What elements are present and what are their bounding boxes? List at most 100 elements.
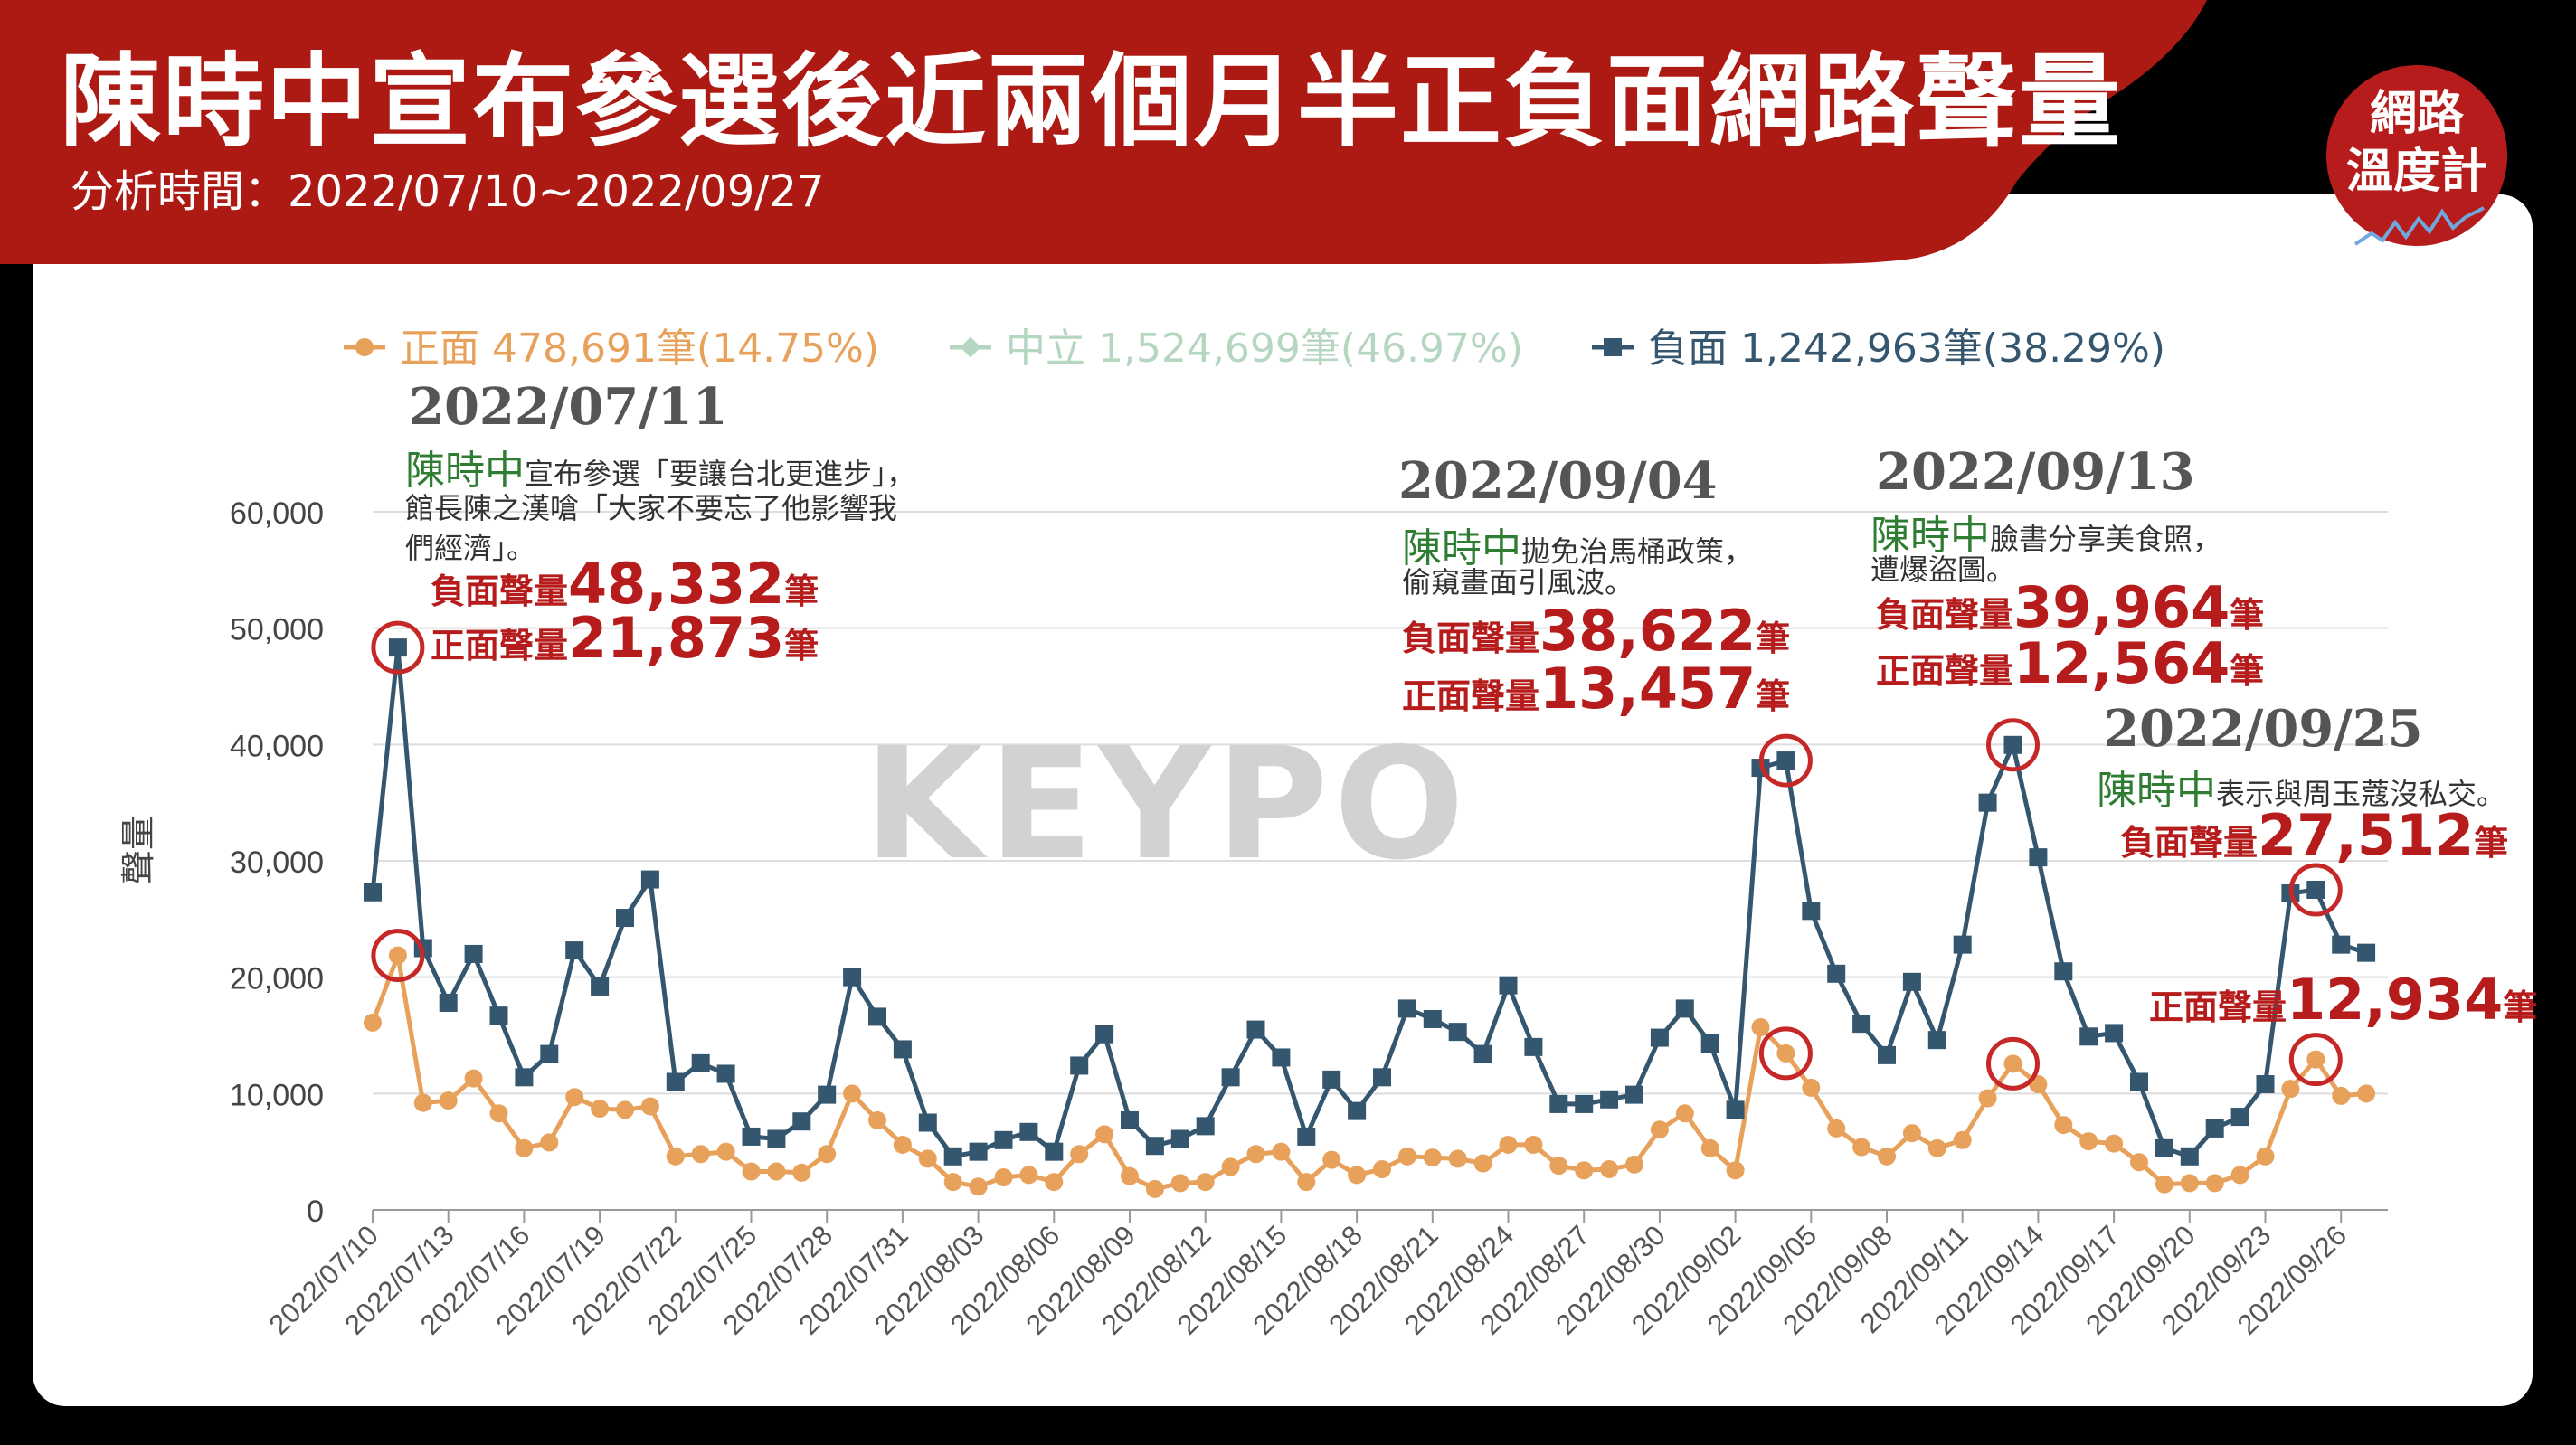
data-point bbox=[464, 944, 483, 963]
data-point bbox=[1473, 1154, 1492, 1173]
person-name: 陳時中 bbox=[1870, 513, 1990, 559]
data-point bbox=[1221, 1068, 1240, 1087]
data-point bbox=[1170, 1129, 1189, 1148]
data-point bbox=[1397, 1147, 1416, 1166]
data-point bbox=[1675, 999, 1694, 1018]
x-tick-labels: 2022/07/102022/07/132022/07/162022/07/19… bbox=[262, 1210, 2353, 1341]
data-point bbox=[1070, 1056, 1089, 1075]
data-point bbox=[2230, 1108, 2249, 1127]
highlight-circle bbox=[371, 929, 425, 983]
person-name: 陳時中 bbox=[2097, 768, 2216, 814]
data-point bbox=[1473, 1044, 1492, 1063]
annotation-text: 陳時中臉書分享美食照， bbox=[1870, 503, 2221, 561]
data-point bbox=[767, 1162, 786, 1181]
highlight-circle bbox=[371, 620, 425, 675]
data-point bbox=[2306, 1050, 2325, 1069]
data-point bbox=[565, 941, 584, 960]
brand-logo-badge bbox=[2326, 65, 2507, 246]
y-tick-label: 30,000 bbox=[230, 845, 324, 880]
data-point bbox=[1978, 1089, 1997, 1108]
annotation-line1: 宣布參選「要讓台北更進步」， bbox=[525, 457, 916, 491]
data-point bbox=[489, 1006, 508, 1025]
grid-lines bbox=[373, 511, 2388, 1211]
data-point bbox=[1322, 1150, 1341, 1169]
data-point bbox=[2079, 1027, 2098, 1046]
title-banner bbox=[0, 0, 2207, 264]
positive-volume-stat: 正面聲量13,457筆 bbox=[1402, 656, 1791, 722]
data-point bbox=[565, 1088, 584, 1107]
data-point bbox=[1322, 1070, 1341, 1089]
data-point bbox=[1927, 1031, 1946, 1050]
data-point bbox=[1726, 1100, 1745, 1119]
data-point bbox=[1902, 1124, 1921, 1143]
data-markers bbox=[364, 638, 2376, 1198]
positive-volume-stat: 正面聲量21,873筆 bbox=[431, 605, 819, 671]
data-point bbox=[716, 1142, 735, 1161]
data-point bbox=[2130, 1153, 2148, 1172]
data-point bbox=[818, 1085, 837, 1104]
data-point bbox=[515, 1138, 534, 1157]
data-point bbox=[893, 1135, 912, 1154]
positive-volume-value: 13,457 bbox=[1539, 656, 1757, 722]
data-point bbox=[1776, 751, 1795, 770]
data-point bbox=[591, 977, 610, 996]
data-point bbox=[1045, 1142, 1064, 1161]
data-point bbox=[616, 909, 634, 928]
data-point bbox=[591, 1100, 610, 1119]
negative-volume-value: 27,512 bbox=[2258, 802, 2475, 868]
data-point bbox=[439, 993, 458, 1012]
data-point bbox=[640, 870, 659, 889]
highlight-circle bbox=[1986, 718, 2040, 772]
data-point bbox=[1549, 1094, 1568, 1113]
data-point bbox=[2079, 1132, 2098, 1151]
positive-volume-stat: 正面聲量12,934筆 bbox=[2149, 967, 2538, 1033]
data-point bbox=[1246, 1145, 1265, 1164]
negative-volume-value: 48,332 bbox=[568, 551, 785, 617]
positive-volume-value: 12,934 bbox=[2287, 967, 2504, 1033]
data-point bbox=[2306, 881, 2325, 900]
data-point bbox=[2105, 1024, 2124, 1043]
data-point bbox=[1650, 1120, 1669, 1139]
highlight-circle bbox=[2288, 863, 2343, 917]
legend-diamond-icon bbox=[960, 336, 981, 358]
legend-label: 正面 478,691筆(14.75%) bbox=[400, 326, 879, 372]
data-point bbox=[1145, 1137, 1164, 1156]
data-point bbox=[868, 1110, 886, 1129]
data-point bbox=[666, 1072, 685, 1091]
data-point bbox=[2230, 1166, 2249, 1185]
data-point bbox=[1700, 1138, 1719, 1157]
data-point bbox=[742, 1127, 761, 1146]
data-point bbox=[388, 946, 407, 965]
data-point bbox=[2332, 935, 2351, 954]
annotation-date: 2022/09/13 bbox=[1876, 442, 2195, 502]
data-point bbox=[2155, 1138, 2174, 1157]
legend-circle-icon bbox=[355, 338, 374, 356]
data-point bbox=[994, 1130, 1013, 1149]
person-name: 陳時中 bbox=[405, 448, 525, 494]
pulse-icon bbox=[2353, 206, 2485, 246]
annotation-line1: 拋免治馬桶政策， bbox=[1521, 534, 1754, 569]
data-point bbox=[1221, 1157, 1240, 1176]
data-point bbox=[818, 1145, 837, 1164]
watermark-text: KEYPO bbox=[864, 715, 1470, 894]
analysis-period: 分析時間：2022/07/10~2022/09/27 bbox=[71, 166, 825, 217]
data-point bbox=[2357, 1084, 2376, 1103]
data-point bbox=[1927, 1138, 1946, 1157]
data-point bbox=[1878, 1147, 1896, 1166]
data-point bbox=[2281, 1080, 2300, 1099]
data-point bbox=[767, 1129, 786, 1148]
annotation-line3: 們經濟」。 bbox=[405, 531, 536, 565]
chart-card bbox=[33, 194, 2533, 1406]
brand-logo-line2: 溫度計 bbox=[2345, 145, 2487, 199]
data-point bbox=[1272, 1048, 1291, 1067]
data-point bbox=[2332, 1086, 2351, 1105]
person-name: 陳時中 bbox=[1402, 525, 1521, 571]
data-point bbox=[616, 1100, 634, 1119]
data-point bbox=[1145, 1179, 1164, 1198]
positive-volume-value: 21,873 bbox=[568, 605, 785, 671]
data-point bbox=[2029, 848, 2048, 867]
data-point bbox=[1045, 1173, 1064, 1192]
annotation-text: 陳時中表示與周玉蔻沒私交。 bbox=[2097, 758, 2505, 816]
y-tick-label: 50,000 bbox=[230, 613, 324, 647]
